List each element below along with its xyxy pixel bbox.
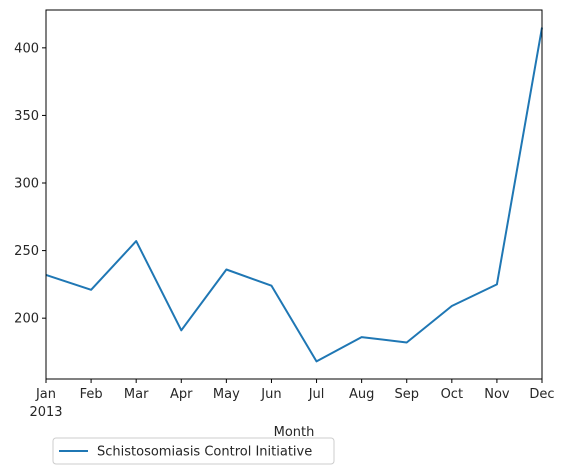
series-layer xyxy=(45,27,543,363)
x-tick-label: Nov xyxy=(484,387,510,402)
legend-label: Schistosomiasis Control Initiative xyxy=(97,445,312,460)
x-tick-label: Dec xyxy=(529,387,554,402)
y-tick-label: 350 xyxy=(14,109,39,124)
x-tick-year-label: 2013 xyxy=(29,405,62,420)
x-tick-label: Oct xyxy=(441,387,463,402)
x-axis-label: Month xyxy=(274,425,315,440)
x-tick-label: Mar xyxy=(124,387,149,402)
x-tick-label: Feb xyxy=(80,387,103,402)
x-tick-label: Jul xyxy=(308,387,325,402)
y-tick-label: 300 xyxy=(14,177,39,192)
x-tick-label: Apr xyxy=(170,387,193,402)
x-tick-label: Jun xyxy=(260,387,281,402)
x-tick-label: Aug xyxy=(349,387,374,402)
series-line xyxy=(45,27,543,363)
x-axis-ticks: Jan Feb Mar Apr May Jun Jul Aug Sep Oct Nov Dec 2013 xyxy=(29,379,555,420)
y-tick-label: 250 xyxy=(14,244,39,259)
legend: Schistosomiasis Control Initiative xyxy=(52,437,335,465)
x-tick-label: Sep xyxy=(394,387,419,402)
y-tick-label: 400 xyxy=(14,41,39,56)
legend-box xyxy=(52,437,335,465)
x-tick-label: Jan xyxy=(35,387,56,402)
y-axis-ticks: 200 250 300 350 400 xyxy=(14,41,46,327)
y-tick-label: 200 xyxy=(14,312,39,327)
x-tick-label: May xyxy=(213,387,240,402)
plot-frame xyxy=(45,9,543,380)
